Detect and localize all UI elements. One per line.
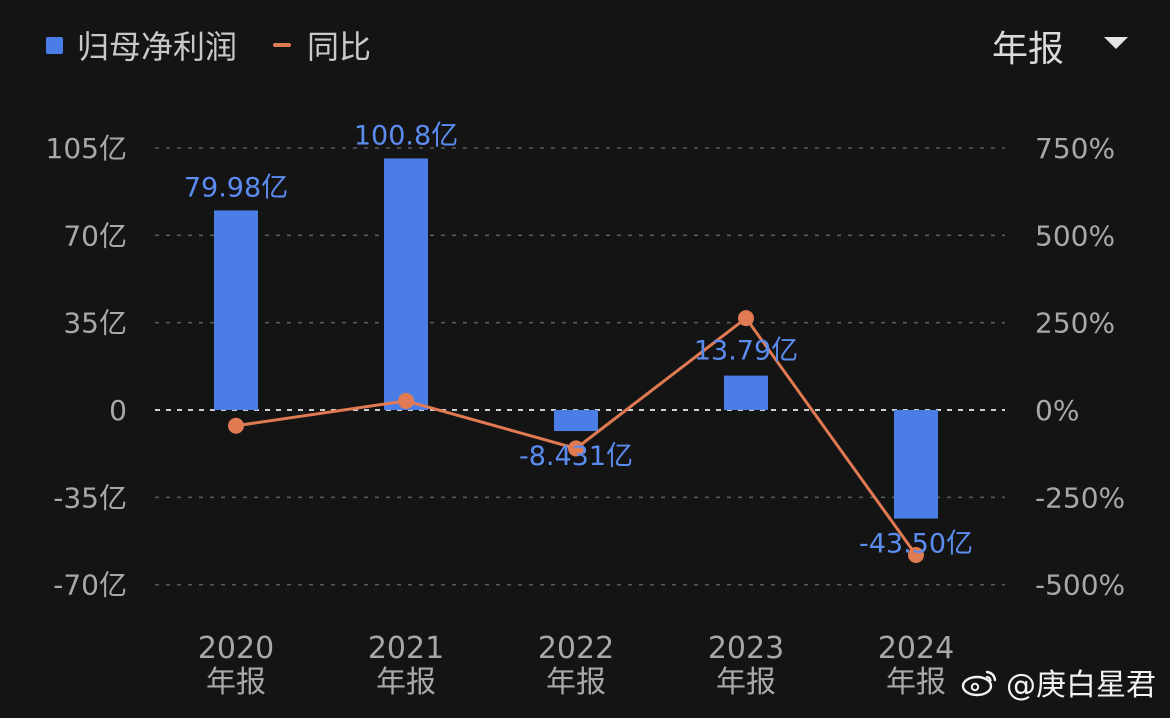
y-left-tick-label: -35亿 bbox=[53, 481, 127, 514]
x-category-label: 2023 bbox=[708, 631, 784, 666]
watermark: @庚白星君 bbox=[960, 660, 1156, 704]
chevron-down-icon bbox=[1104, 37, 1128, 49]
yoy-point bbox=[908, 546, 924, 563]
yoy-line bbox=[235, 315, 918, 556]
bar bbox=[894, 410, 938, 519]
x-category-label: 2024 bbox=[878, 631, 954, 666]
bar bbox=[384, 158, 428, 410]
bar-value-label: 79.98亿 bbox=[184, 172, 288, 203]
y-right-tick-label: 0% bbox=[1035, 394, 1079, 427]
y-left-tick-label: 70亿 bbox=[63, 219, 127, 252]
period-dropdown[interactable]: 年报 bbox=[992, 20, 1128, 72]
bar-value-label: 100.8亿 bbox=[354, 120, 458, 151]
legend-line-label: 同比 bbox=[307, 28, 372, 66]
y-right-tick-label: 250% bbox=[1035, 307, 1115, 340]
yoy-point bbox=[398, 392, 414, 409]
x-category-label: 年报 bbox=[886, 665, 946, 700]
bar-value-label: 13.79亿 bbox=[694, 336, 798, 367]
bar-value-label: -8.431亿 bbox=[519, 441, 633, 472]
x-category-label: 年报 bbox=[206, 665, 266, 700]
y-right-tick-label: -500% bbox=[1035, 569, 1125, 602]
yoy-point bbox=[568, 440, 584, 457]
watermark-text: @庚白星君 bbox=[1006, 668, 1156, 703]
y-left-tick-label: 0 bbox=[109, 394, 127, 427]
bar-value-label: -43.50亿 bbox=[859, 529, 973, 560]
x-category-label: 年报 bbox=[376, 665, 436, 700]
y-right-tick-label: 500% bbox=[1035, 219, 1115, 252]
y-left-tick-label: -70亿 bbox=[53, 569, 127, 602]
y-left-tick-label: 105亿 bbox=[46, 132, 127, 165]
x-category-label: 2020 bbox=[198, 631, 274, 666]
y-right-tick-label: -250% bbox=[1035, 481, 1125, 514]
x-category-label: 2021 bbox=[368, 631, 444, 666]
bar bbox=[724, 375, 768, 410]
line-swatch-icon bbox=[273, 43, 292, 47]
x-category-label: 2022 bbox=[538, 631, 614, 666]
legend-bar-label: 归母净利润 bbox=[77, 28, 238, 66]
bar bbox=[214, 210, 258, 410]
weibo-logo-icon bbox=[961, 670, 997, 697]
x-category-label: 年报 bbox=[716, 665, 776, 700]
yoy-point bbox=[228, 417, 244, 434]
bar bbox=[554, 410, 598, 432]
y-left-tick-label: 35亿 bbox=[63, 307, 127, 340]
period-label: 年报 bbox=[991, 29, 1064, 70]
legend-item-yoy[interactable]: 同比 bbox=[247, 22, 371, 68]
y-right-tick-label: 750% bbox=[1035, 132, 1115, 165]
legend-item-net-profit[interactable]: 归母净利润 bbox=[46, 22, 237, 68]
legend: 归母净利润 同比 bbox=[46, 22, 371, 68]
bar-swatch-icon bbox=[46, 36, 63, 54]
yoy-point bbox=[738, 310, 754, 327]
x-category-label: 年报 bbox=[546, 665, 606, 700]
